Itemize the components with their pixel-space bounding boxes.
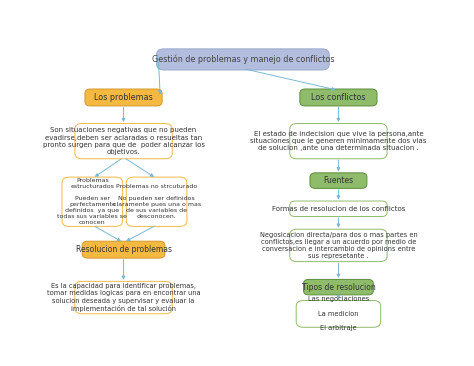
FancyBboxPatch shape [75, 281, 172, 314]
Text: Problemas no strcuturado

No pueden ser definidos
claramente pues una o mas
de s: Problemas no strcuturado No pueden ser d… [112, 184, 201, 219]
Text: Son situaciones negativas que no pueden
evadirse,deben ser aclaradas o resueltas: Son situaciones negativas que no pueden … [43, 127, 205, 155]
Text: El estado de indecision que vive la persona,ante
situaciones que le generen mini: El estado de indecision que vive la pers… [250, 131, 427, 152]
FancyBboxPatch shape [126, 177, 187, 227]
FancyBboxPatch shape [300, 89, 377, 106]
FancyBboxPatch shape [75, 124, 172, 159]
Text: Es la capacidad para identificar problemas,
tomar medidas logicas para en encont: Es la capacidad para identificar problem… [47, 283, 201, 312]
FancyBboxPatch shape [82, 241, 165, 258]
Text: Gestión de problemas y manejo de conflictos: Gestión de problemas y manejo de conflic… [152, 55, 334, 64]
Text: Las negociaciones

La medicion

El arbitraje: Las negociaciones La medicion El arbitra… [308, 296, 369, 331]
Text: Problemas
estructurados

Pueden ser
perfectamente
definidos  ya que
todas sus va: Problemas estructurados Pueden ser perfe… [57, 178, 127, 225]
Text: Negosicacion directa/para dos o mas partes en
conflictos,es llegar a un acuerdo : Negosicacion directa/para dos o mas part… [260, 232, 417, 259]
Text: Resolucion de problemas: Resolucion de problemas [75, 245, 172, 254]
Text: Tipos de resolucion: Tipos de resolucion [301, 283, 375, 292]
FancyBboxPatch shape [296, 300, 381, 327]
Text: Los problemas: Los problemas [94, 93, 153, 102]
FancyBboxPatch shape [290, 124, 387, 159]
Text: Formas de resolucion de los conflictos: Formas de resolucion de los conflictos [272, 206, 405, 212]
Text: Fuentes: Fuentes [323, 176, 354, 185]
FancyBboxPatch shape [290, 201, 387, 217]
FancyBboxPatch shape [290, 229, 387, 262]
FancyBboxPatch shape [156, 49, 329, 70]
FancyBboxPatch shape [310, 173, 367, 188]
FancyBboxPatch shape [303, 279, 374, 295]
Text: Los conflictos: Los conflictos [311, 93, 365, 102]
FancyBboxPatch shape [85, 89, 162, 106]
FancyBboxPatch shape [62, 177, 123, 227]
